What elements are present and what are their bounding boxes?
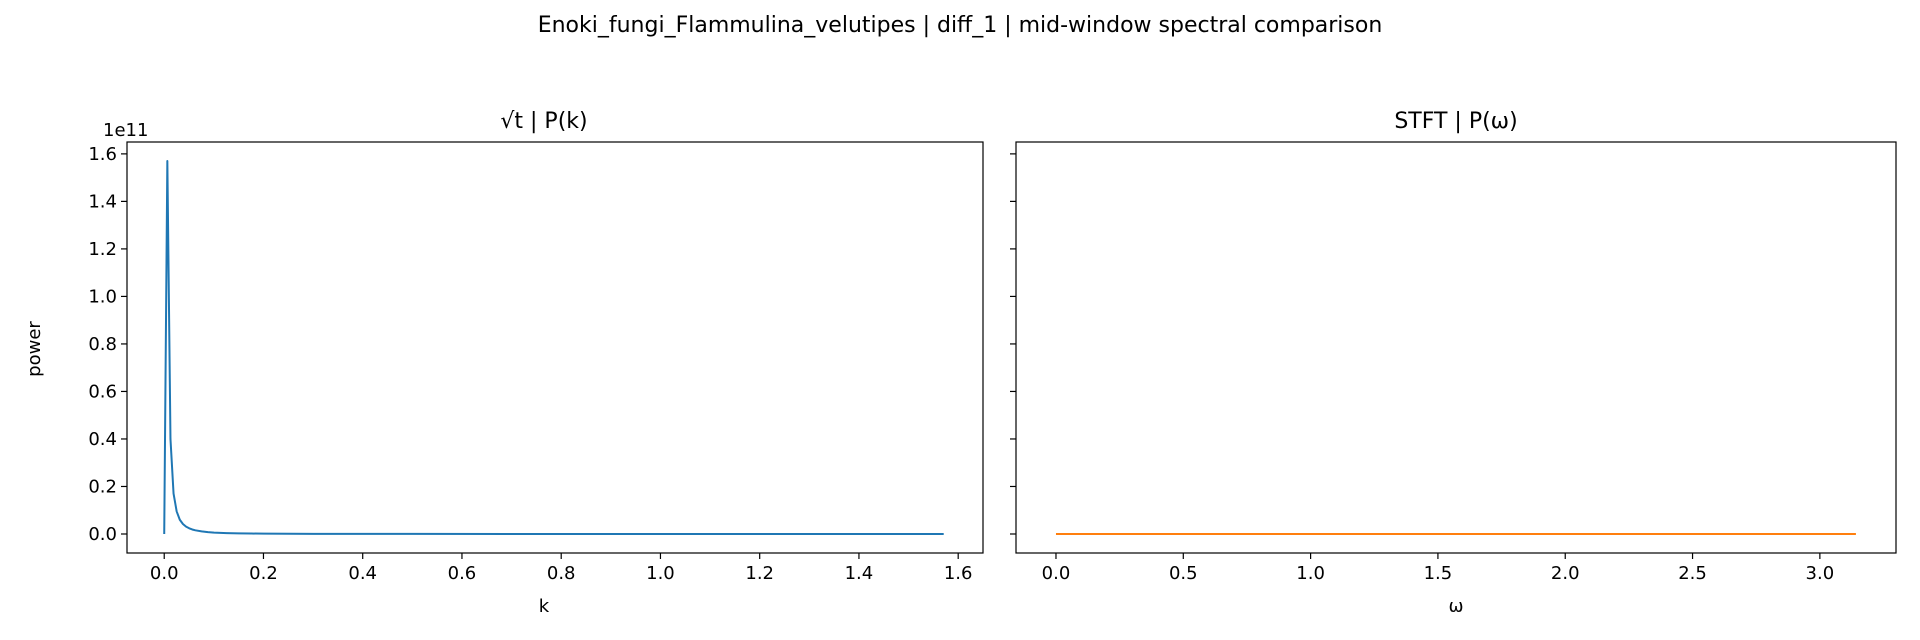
right-x-tick-label: 3.0 <box>1806 563 1835 584</box>
left-axes-frame <box>126 141 984 554</box>
right-x-tick-label: 2.0 <box>1551 563 1580 584</box>
right-x-tick-label: 0.0 <box>1042 563 1071 584</box>
left-x-tick-label: 0.2 <box>249 563 278 584</box>
left-y-axis-label: power <box>24 321 45 377</box>
right-x-tick-label: 0.5 <box>1169 563 1198 584</box>
left-y-tick-label: 1.0 <box>88 286 117 307</box>
left-x-tick-label: 1.2 <box>745 563 774 584</box>
left-y-tick-label: 0.6 <box>88 381 117 402</box>
right-x-tick-label: 2.5 <box>1678 563 1707 584</box>
right-x-tick-label: 1.0 <box>1296 563 1325 584</box>
left-x-tick-label: 0.0 <box>150 563 179 584</box>
left-chart-title: √t | P(k) <box>500 109 587 134</box>
left-y-tick-label: 0.0 <box>88 524 117 545</box>
left-y-tick-label: 0.8 <box>88 334 117 355</box>
left-x-tick-label: 1.4 <box>845 563 874 584</box>
panel-right-stft-spectrum: STFT | P(ω) ω 0.0 0.5 1.0 1.5 2.0 2.5 3.0 <box>1010 109 1897 617</box>
left-x-tick-label: 0.6 <box>448 563 477 584</box>
left-offset-label: 1e11 <box>103 120 148 141</box>
left-y-tick-label: 1.2 <box>88 239 117 260</box>
left-y-tick-label: 0.2 <box>88 476 117 497</box>
panel-left-power-spectrum: √t | P(k) 1e11 k power 0.0 0.2 0.4 0.6 0.8 1.… <box>24 109 984 617</box>
left-x-tick-label: 0.8 <box>547 563 576 584</box>
left-y-tick-label: 1.6 <box>88 144 117 165</box>
left-y-tick-label: 0.4 <box>88 429 117 450</box>
figure-suptitle: Enoki_fungi_Flammulina_velutipes | diff_… <box>538 13 1383 38</box>
left-x-tick-label: 1.0 <box>646 563 675 584</box>
left-x-tick-label: 1.6 <box>944 563 973 584</box>
left-series-line-0 <box>163 160 944 535</box>
right-x-tick-label: 1.5 <box>1424 563 1453 584</box>
right-chart-title: STFT | P(ω) <box>1394 109 1517 134</box>
right-x-axis-label: ω <box>1448 596 1463 617</box>
left-x-tick-label: 0.4 <box>348 563 377 584</box>
left-x-axis-label: k <box>539 596 550 617</box>
left-y-tick-label: 1.4 <box>88 191 117 212</box>
right-axes-frame <box>1015 141 1897 554</box>
